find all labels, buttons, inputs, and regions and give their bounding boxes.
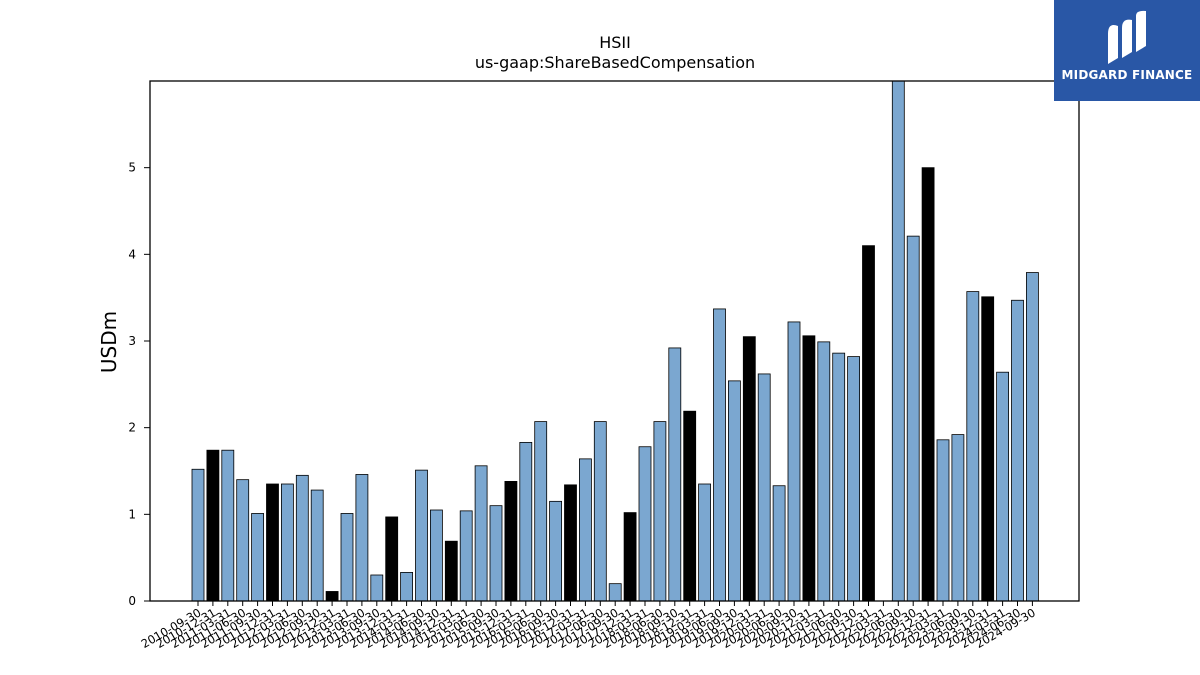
y-tick-label: 1 — [128, 507, 136, 521]
y-axis: 0 1 2 3 4 5 — [128, 161, 150, 608]
bar — [772, 485, 786, 602]
bar — [802, 335, 816, 602]
y-tick-label: 0 — [128, 594, 136, 608]
bar — [728, 380, 741, 602]
bar — [906, 235, 920, 602]
midgard-finance-logo: MIDGARD FINANCE — [1054, 0, 1200, 101]
bar — [668, 347, 682, 602]
bar — [832, 352, 846, 602]
bar — [1026, 272, 1039, 602]
bar — [623, 512, 637, 602]
bar — [400, 572, 414, 602]
bar — [981, 296, 995, 602]
bar — [504, 480, 518, 602]
bar — [206, 449, 220, 602]
bar — [549, 500, 562, 602]
bar — [787, 321, 801, 602]
bar — [713, 308, 726, 602]
bar — [742, 336, 756, 602]
chart-title: HSII — [599, 33, 631, 52]
bar — [683, 410, 697, 602]
bar — [191, 468, 205, 602]
bar — [579, 458, 592, 602]
bar — [236, 479, 250, 602]
bar — [325, 591, 339, 602]
bar — [489, 505, 503, 602]
y-tick-label: 3 — [128, 334, 136, 348]
bar — [415, 469, 428, 602]
bar — [996, 371, 1009, 602]
bar — [385, 516, 399, 602]
bar — [280, 483, 294, 602]
plot-frame — [149, 80, 1080, 602]
midgard-logo-text: MIDGARD FINANCE — [1061, 68, 1193, 82]
bar — [817, 341, 831, 602]
bar — [340, 513, 354, 602]
bar — [951, 434, 965, 602]
y-axis-label: USDm — [97, 311, 121, 373]
bar — [370, 574, 384, 602]
y-tick-label: 4 — [128, 247, 136, 261]
bar — [638, 446, 652, 602]
bar — [474, 465, 488, 602]
bar — [891, 80, 905, 602]
bar — [921, 167, 935, 602]
bar — [847, 356, 860, 602]
bar — [221, 449, 235, 602]
bar — [519, 441, 533, 602]
bar — [593, 421, 607, 602]
bar — [444, 540, 458, 602]
bar — [862, 245, 875, 602]
y-tick-label: 2 — [128, 421, 136, 435]
x-axis: 2010-09-302010-12-312011-03-312011-06-30… — [139, 601, 1038, 651]
bar — [936, 439, 950, 602]
midgard-logo-icon — [1108, 10, 1146, 64]
bar — [355, 474, 369, 602]
bar — [266, 483, 279, 602]
chart-subtitle: us-gaap:ShareBasedCompensation — [475, 53, 755, 72]
bar — [534, 421, 548, 602]
bar — [608, 583, 622, 602]
bar — [251, 513, 265, 602]
bar — [310, 489, 324, 602]
bar — [698, 483, 711, 602]
bar — [564, 484, 577, 602]
bar — [653, 421, 667, 602]
bar — [429, 509, 443, 602]
y-tick-label: 5 — [128, 161, 136, 175]
bar — [966, 291, 980, 602]
bar — [757, 373, 771, 602]
bar — [295, 474, 309, 602]
bar-series — [191, 80, 1039, 602]
bar — [459, 510, 473, 602]
bar — [1011, 299, 1024, 602]
